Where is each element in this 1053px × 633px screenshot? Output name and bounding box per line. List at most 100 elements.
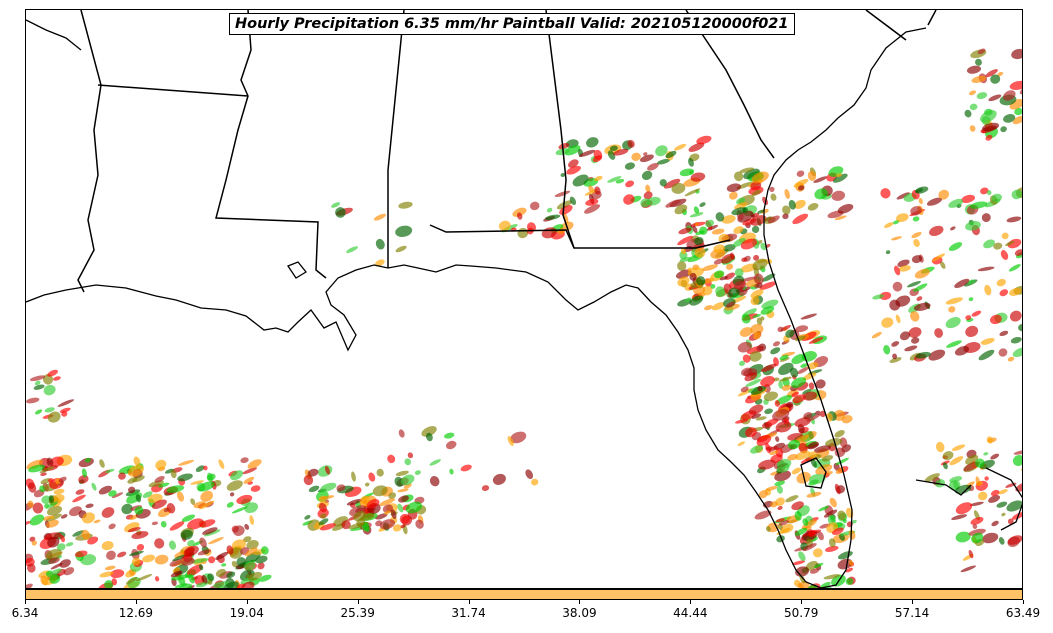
precip-blob — [1003, 114, 1016, 123]
precip-blob — [791, 467, 802, 475]
precip-blob — [881, 317, 894, 328]
precip-blob — [725, 301, 735, 308]
precip-blob — [713, 258, 724, 265]
precip-blob — [689, 212, 704, 218]
precip-blob — [679, 256, 692, 262]
precip-blob — [800, 457, 814, 464]
precip-blob — [971, 310, 982, 317]
precip-blob — [348, 522, 365, 530]
precip-blob — [395, 225, 413, 237]
precip-blob — [48, 557, 60, 564]
precip-blob — [695, 230, 705, 236]
precip-blob — [940, 261, 946, 269]
precip-blob — [785, 495, 799, 503]
precip-blob — [529, 201, 540, 211]
precip-blob — [45, 549, 62, 560]
precip-blob — [187, 564, 203, 576]
precip-blob — [802, 543, 817, 552]
map-panel — [25, 9, 1023, 589]
precip-blob — [792, 213, 809, 225]
precip-blob — [351, 471, 356, 482]
alabama-florida-border — [429, 224, 575, 249]
precip-blob — [394, 476, 404, 487]
precip-blob — [625, 180, 635, 188]
precip-blob — [892, 353, 898, 360]
precip-blob — [752, 258, 768, 271]
precip-blob — [831, 190, 846, 201]
precip-blob — [815, 379, 826, 389]
precip-blob — [178, 459, 195, 466]
precip-blob — [739, 360, 745, 367]
precip-blob — [741, 257, 748, 262]
precip-blob — [794, 199, 806, 209]
precip-blob — [151, 521, 159, 526]
precip-blob — [694, 237, 704, 245]
precip-blob — [972, 524, 978, 529]
precip-blob — [341, 520, 351, 530]
precip-blob — [243, 561, 256, 571]
precip-blob — [400, 524, 406, 529]
precip-blob — [782, 205, 791, 215]
precip-blob — [129, 550, 144, 556]
precip-blob — [665, 150, 677, 159]
precip-blob — [554, 190, 571, 197]
precip-blob — [897, 259, 910, 268]
precip-blob — [26, 521, 31, 526]
precip-blob — [674, 143, 687, 151]
precip-blob — [403, 483, 412, 489]
precip-blob — [948, 198, 964, 208]
precip-blob — [821, 455, 834, 462]
precip-blob — [1010, 336, 1022, 344]
precip-blob — [975, 481, 983, 486]
precip-blob — [154, 576, 160, 582]
precip-blob — [132, 475, 145, 483]
precip-blob — [753, 273, 764, 285]
precip-blob — [845, 577, 854, 586]
chart-title: Hourly Precipitation 6.35 mm/hr Paintbal… — [229, 13, 795, 35]
precip-blob — [729, 191, 738, 200]
precip-blob — [569, 196, 577, 206]
precip-blob — [688, 142, 705, 152]
precip-blob — [971, 532, 984, 544]
precip-blob — [879, 291, 892, 300]
precip-blob — [640, 198, 651, 208]
precipitation-paintball-layer — [26, 48, 1022, 588]
precip-blob — [978, 349, 995, 361]
precip-blob — [525, 469, 534, 479]
precip-blob — [226, 501, 234, 508]
precip-blob — [131, 531, 149, 540]
precip-blob — [965, 325, 979, 337]
precip-blob — [761, 363, 777, 372]
precip-blob — [170, 570, 183, 578]
precip-blob — [809, 473, 826, 485]
precip-blob — [193, 501, 207, 509]
precip-blob — [218, 585, 225, 588]
texas-louisiana-border — [77, 10, 102, 293]
precip-blob — [772, 341, 781, 347]
precip-blob — [951, 444, 966, 451]
precip-blob — [745, 378, 762, 387]
precip-blob — [739, 167, 755, 173]
precip-blob — [180, 529, 193, 540]
precip-blob — [121, 503, 133, 515]
precip-blob — [794, 527, 808, 536]
precip-blob — [689, 272, 697, 281]
precip-blob — [613, 148, 629, 156]
precip-blob — [809, 568, 819, 574]
precip-blob — [837, 203, 854, 214]
precip-blob — [765, 446, 773, 451]
precip-blob — [169, 558, 183, 567]
precip-blob — [734, 280, 747, 290]
precip-blob — [791, 560, 806, 566]
precip-blob — [50, 515, 55, 520]
precip-blob — [229, 492, 235, 497]
precip-blob — [913, 283, 928, 292]
precip-blob — [429, 459, 441, 466]
precip-blob — [949, 476, 963, 483]
precip-blob — [40, 472, 47, 476]
precip-blob — [1003, 90, 1016, 101]
precip-blob — [320, 482, 337, 492]
colorbar — [25, 589, 1023, 600]
precip-blob — [740, 276, 757, 282]
precip-blob — [50, 562, 63, 570]
